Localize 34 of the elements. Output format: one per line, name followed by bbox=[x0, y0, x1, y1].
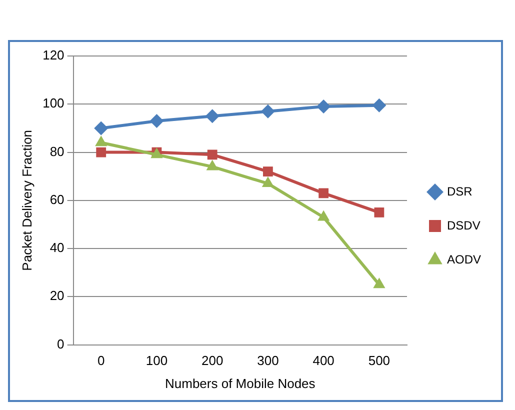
x-tick-label: 400 bbox=[312, 353, 334, 368]
point bbox=[263, 166, 273, 176]
x-tick-label: 300 bbox=[257, 353, 279, 368]
point bbox=[316, 100, 331, 114]
point bbox=[205, 109, 220, 124]
point bbox=[95, 136, 108, 146]
point bbox=[94, 121, 108, 136]
y-tick-label: 100 bbox=[42, 96, 64, 111]
y-tick-label: 20 bbox=[50, 288, 64, 304]
x-tick-label: 0 bbox=[97, 353, 105, 368]
point bbox=[318, 188, 329, 198]
point bbox=[260, 104, 275, 118]
point bbox=[373, 278, 386, 288]
y-tick-label: 80 bbox=[50, 144, 64, 159]
x-tick-label: 500 bbox=[368, 353, 390, 368]
y-tick-label: 60 bbox=[50, 192, 64, 207]
point bbox=[96, 147, 106, 158]
y-axis-title: Packet Delivery Fraction bbox=[19, 130, 34, 271]
point bbox=[262, 176, 274, 188]
x-axis-title: Numbers of Mobile Nodes bbox=[164, 376, 316, 391]
y-tick-label: 40 bbox=[50, 240, 64, 256]
x-tick-label: 100 bbox=[146, 353, 168, 368]
y-tick-label: 120 bbox=[42, 48, 64, 63]
point bbox=[372, 98, 386, 112]
point bbox=[374, 207, 384, 218]
legend-label: DSR bbox=[446, 184, 473, 198]
point bbox=[207, 150, 218, 160]
point bbox=[150, 114, 164, 128]
y-tick-label: 0 bbox=[57, 336, 64, 352]
legend-label: AODV bbox=[446, 252, 482, 266]
point bbox=[318, 210, 330, 221]
x-tick-label: 200 bbox=[201, 353, 224, 368]
point bbox=[206, 160, 218, 170]
legend-label: DSDV bbox=[446, 218, 480, 232]
